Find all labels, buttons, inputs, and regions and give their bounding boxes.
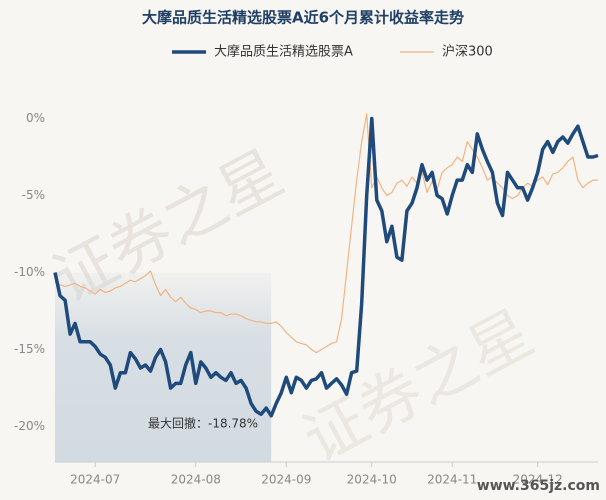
series-line — [54, 113, 598, 354]
y-tick-label: -15% — [14, 342, 45, 356]
x-tick-label: 2024-12 — [513, 473, 563, 487]
chart-title: 大摩品质生活精选股票A近6个月累计收益率走势 — [142, 9, 464, 27]
x-tick-label: 2024-11 — [427, 473, 477, 487]
x-tick-label: 2024-10 — [347, 473, 397, 487]
y-tick-label: 0% — [26, 111, 45, 125]
legend-label: 沪深300 — [442, 44, 493, 60]
watermark: www.365jz.com — [477, 478, 600, 494]
series-line — [53, 116, 599, 418]
legend-label: 大摩品质生活精选股票A — [214, 44, 353, 60]
x-tick-label: 2024-08 — [171, 473, 221, 487]
y-tick-label: -5% — [22, 188, 45, 202]
drawdown-label: 最大回撤：-18.78% — [148, 416, 258, 431]
y-tick-label: -10% — [14, 265, 45, 279]
x-tick-label: 2024-07 — [70, 473, 120, 487]
drawdown-area — [55, 272, 272, 462]
y-tick-label: -20% — [14, 419, 45, 433]
x-tick-label: 2024-09 — [261, 473, 311, 487]
